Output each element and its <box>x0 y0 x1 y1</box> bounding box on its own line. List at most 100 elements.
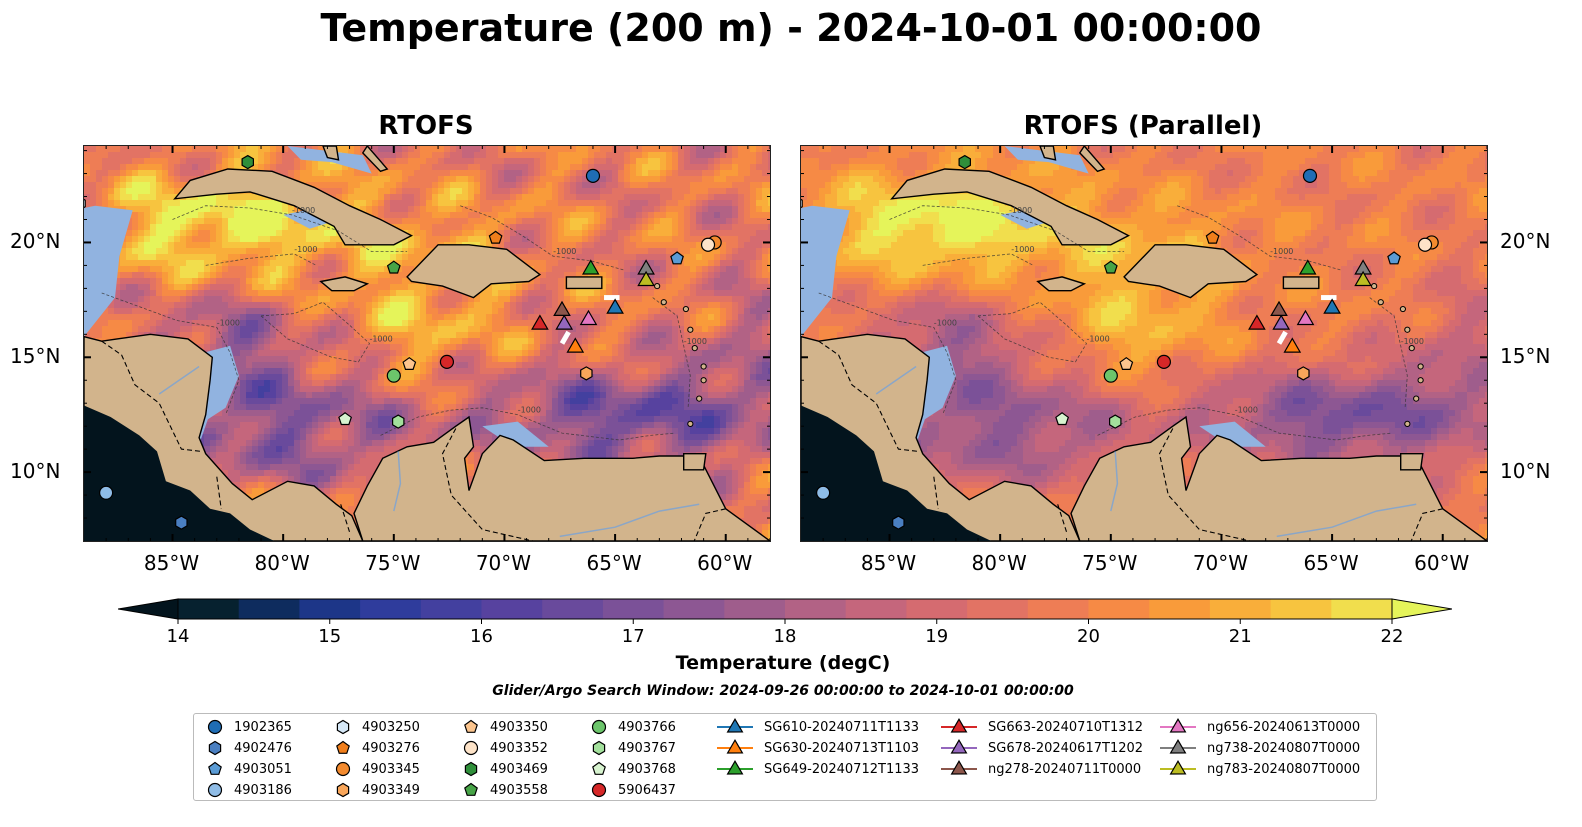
legend-item: ng783-20240807T0000 <box>1159 759 1360 779</box>
colorbar-segment <box>420 599 482 619</box>
legend-label: ng738-20240807T0000 <box>1207 740 1361 756</box>
shelf-0 <box>801 205 850 337</box>
shelf-3 <box>287 146 372 174</box>
legend-item: 4903350 <box>462 717 548 737</box>
bathymetry-contour <box>922 253 1034 266</box>
colorbar-segment <box>299 599 361 619</box>
legend-marker-triangle-icon <box>717 718 753 733</box>
legend-marker <box>592 740 606 756</box>
legend-marker-triangle-icon <box>941 718 977 733</box>
lon-tick-label: 60°W <box>697 551 753 575</box>
map-rtofs-parallel: -1000 -1000 -1000 -1000 -1000 -1000 -1000 <box>800 145 1488 542</box>
legend-marker <box>592 761 606 775</box>
marker-4903349 <box>580 366 593 381</box>
colorbar-segment <box>360 599 422 619</box>
legend-marker-triangle-icon <box>941 760 977 775</box>
island-1 <box>660 299 667 306</box>
island-5 <box>1417 363 1424 370</box>
bathymetry-contour <box>205 253 317 266</box>
bathymetry-contour-label: -1000 <box>292 206 315 215</box>
border-0 <box>101 340 202 452</box>
marker-4903766 <box>1103 368 1118 383</box>
island-1 <box>1377 299 1384 306</box>
legend-marker <box>950 760 968 775</box>
bathymetry-contour <box>818 292 957 415</box>
marker-ng656-20240613T0000 <box>579 309 598 326</box>
colorbar-tick-label: 20 <box>1077 626 1100 647</box>
bathymetry-contour <box>889 205 1125 252</box>
colorbar <box>117 598 1453 624</box>
border-1 <box>933 476 939 509</box>
landmass-puerto-rico <box>565 276 603 290</box>
panel-title-rtofs-parallel: RTOFS (Parallel) <box>1023 111 1263 141</box>
island-5 <box>700 363 707 370</box>
marker-4903352 <box>700 237 716 252</box>
marker-ng278-20240711T0000 <box>553 300 571 316</box>
marker-SG610-20240711T1133 <box>1323 298 1341 314</box>
landmass-pacific <box>84 405 275 541</box>
bathymetry-contour <box>1097 407 1392 441</box>
border-2 <box>340 504 351 532</box>
colorbar-segment <box>1088 599 1150 619</box>
marker-SG649-20240712T1133 <box>581 259 600 275</box>
legend-marker-triangle-icon <box>1160 718 1196 733</box>
glider-track <box>559 330 571 345</box>
colorbar-segment <box>906 599 968 619</box>
marker-SG630-20240713T1103 <box>566 337 585 353</box>
landmass-hispaniola <box>1123 244 1259 299</box>
legend-marker <box>591 782 607 798</box>
lon-tick-label: 75°W <box>365 551 421 575</box>
bathymetry-contour-label: -1000 <box>217 318 240 327</box>
marker-SG649-20240712T1133 <box>1298 259 1317 275</box>
marker-5906437 <box>439 354 455 369</box>
legend-item: ng656-20240613T0000 <box>1159 717 1360 737</box>
legend-item: 5906437 <box>590 780 676 800</box>
landmass-bahamas-2 <box>361 146 389 173</box>
shelf-4 <box>1199 421 1266 447</box>
legend-label: ng278-20240711T0000 <box>988 761 1142 777</box>
bathymetry-contour-label: -1000 <box>1009 206 1032 215</box>
marker-4903250 <box>801 198 803 209</box>
lon-tick-label: 70°W <box>1192 551 1249 575</box>
island-6 <box>1417 377 1424 384</box>
bathymetry-contour <box>101 292 240 415</box>
bathymetry-contour <box>652 297 691 408</box>
colorbar-segment <box>785 599 847 619</box>
legend-marker-triangle-icon <box>941 739 977 754</box>
legend-label: 4903051 <box>234 761 292 777</box>
legend-marker-pentagon-icon <box>464 782 478 796</box>
legend-marker-triangle-icon <box>1160 739 1196 754</box>
lon-tick-label: 75°W <box>1082 551 1138 575</box>
legend-marker-triangle-icon <box>717 739 753 754</box>
bathymetry-contour <box>260 301 371 363</box>
legend-item: SG630-20240713T1103 <box>716 738 919 758</box>
legend-marker <box>726 739 744 754</box>
marker-4903352 <box>1417 237 1433 252</box>
legend-label: SG663-20240710T1312 <box>988 719 1144 735</box>
legend-label: 4903469 <box>490 761 548 777</box>
bathymetry-contour <box>1177 205 1342 271</box>
colorbar-tick-label: 21 <box>1228 626 1252 647</box>
legend-marker <box>207 719 223 735</box>
marker-4903767 <box>392 414 405 429</box>
legend-label: ng656-20240613T0000 <box>1207 719 1361 735</box>
legend-item: 4903349 <box>334 780 420 800</box>
legend-marker-circle-icon <box>207 782 223 798</box>
legend-item: SG678-20240617T1202 <box>940 738 1143 758</box>
legend-marker-pentagon-icon <box>208 761 222 775</box>
legend-marker <box>726 718 744 733</box>
legend-item: 4903766 <box>590 717 676 737</box>
lat-tick-label: 10°N <box>1500 459 1551 484</box>
legend-marker <box>207 782 223 798</box>
panel-title-rtofs: RTOFS <box>378 111 474 141</box>
marker-SG663-20240710T1312 <box>531 314 549 330</box>
colorbar-segment <box>663 599 725 619</box>
legend-label: SG649-20240712T1133 <box>764 761 920 777</box>
legend-marker <box>336 782 350 798</box>
landmass-pacific <box>801 405 992 541</box>
marker-4903186 <box>99 485 114 500</box>
legend-label: 4903558 <box>490 782 548 798</box>
island-0 <box>654 282 661 290</box>
river-1 <box>559 503 700 538</box>
marker-4903558 <box>1103 260 1118 274</box>
